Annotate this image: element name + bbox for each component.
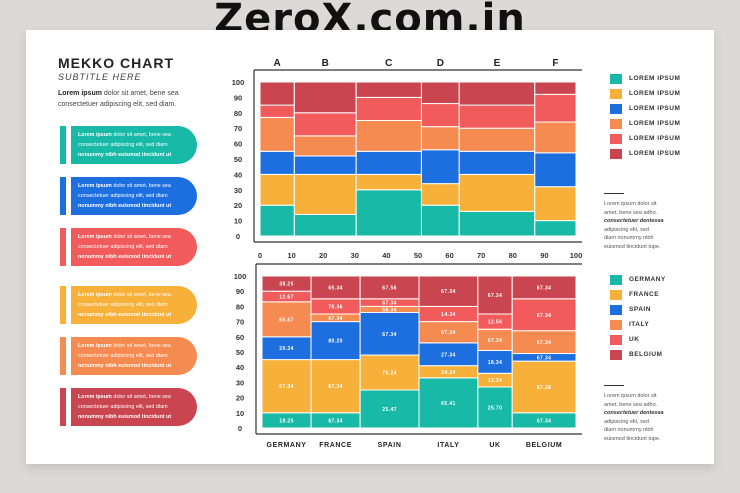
info-card-line: consectetuer adipiscing elit, sed diam (78, 404, 168, 410)
note-line: amet, bene sea adho. (604, 401, 658, 408)
legend-swatch (610, 305, 622, 315)
legend-label: LOREM IPSUM (629, 75, 681, 82)
legend-label: LOREM IPSUM (629, 135, 681, 142)
legend-swatch (610, 149, 622, 159)
legend-swatch (610, 89, 622, 99)
note-line: euismod tincidunt tupe. (604, 435, 661, 442)
info-card-accent (60, 388, 66, 426)
note-line: diam nonummy nibh (604, 427, 654, 433)
legend-label: BELGIUM (629, 351, 663, 358)
info-card-line: nonummy nibh euismod tincidunt ut (78, 152, 172, 158)
legend-swatch (610, 275, 622, 285)
legend-label: LOREM IPSUM (629, 105, 681, 112)
info-card-bold: Lorem ipsum (78, 343, 112, 349)
info-card-bold: Lorem ipsum (78, 132, 112, 138)
info-card-text: Lorem ipsum dolor sit amet, bene sea cons… (78, 130, 188, 160)
note-line: amet, bene sea adho. (604, 209, 658, 216)
info-card-line: consectetuer adipiscing elit, sed diam (78, 193, 168, 199)
legend-label: LOREM IPSUM (629, 120, 681, 127)
chart-title: MEKKO CHART (58, 55, 174, 71)
info-card-text: Lorem ipsum dolor sit amet, bene sea cons… (78, 232, 188, 262)
info-card-line: dolor sit amet, bene sea (113, 132, 171, 138)
info-card-body (71, 177, 197, 215)
note-line-bold: consectetuer dentesea (604, 410, 664, 416)
info-card-line: nonummy nibh euismod tincidunt ut (78, 414, 172, 420)
info-card-bold: Lorem ipsum (78, 183, 112, 189)
intro-text: Lorem ipsum dolor sit amet, bene sea con… (58, 88, 208, 110)
legend-label: LOREM IPSUM (629, 90, 681, 97)
info-card-accent (60, 126, 66, 164)
note-line: adipiscing elit, sed (604, 418, 649, 425)
note-line: adipiscing elit, sed (604, 226, 649, 233)
info-card-line: nonummy nibh euismod tincidunt ut (78, 312, 172, 318)
info-card-line: nonummy nibh euismod tincidunt ut (78, 363, 172, 369)
legend-swatch (610, 74, 622, 84)
legend-swatch (610, 290, 622, 300)
info-card-line: dolor sit amet, bene sea (113, 183, 171, 189)
info-card-bold: Lorem ipsum (78, 234, 112, 240)
info-card-accent (60, 228, 66, 266)
note-line: diam nonummy nibh (604, 235, 654, 241)
legend-label: FRANCE (629, 291, 660, 298)
legend-label: SPAIN (629, 306, 651, 313)
info-card-accent (60, 286, 66, 324)
note-line: euismod tincidunt tupe. (604, 243, 661, 250)
info-card-text: Lorem ipsum dolor sit amet, bene sea cons… (78, 392, 188, 422)
info-card-line: consectetuer adipiscing elit, sed diam (78, 142, 168, 148)
note-line: Lorem ipsum dolor sit (604, 201, 657, 207)
legend-swatch (610, 350, 622, 360)
info-card-line: nonummy nibh euismod tincidunt ut (78, 203, 172, 209)
info-card-line: dolor sit amet, bene sea (113, 292, 171, 298)
legend-label: ITALY (629, 321, 650, 328)
info-card-line: dolor sit amet, bene sea (113, 234, 171, 240)
info-card-line: dolor sit amet, bene sea (113, 394, 171, 400)
info-card-line: consectetuer adipiscing elit, sed diam (78, 302, 168, 308)
note-line: Lorem ipsum dolor sit (604, 393, 657, 399)
info-card-line: consectetuer adipiscing elit, sed diam (78, 244, 168, 250)
note-line-bold: consectetuer dentesea (604, 218, 664, 224)
legend-swatch (610, 104, 622, 114)
info-card-accent (60, 337, 66, 375)
intro-bold: Lorem ipsum (58, 90, 102, 97)
info-card-text: Lorem ipsum dolor sit amet, bene sea cons… (78, 290, 188, 320)
legend-label: LOREM IPSUM (629, 150, 681, 157)
info-card-accent (60, 177, 66, 215)
note-dash (604, 193, 624, 194)
note-bottom: Lorem ipsum dolor sit amet, bene sea adh… (604, 385, 674, 443)
info-card-body (71, 228, 197, 266)
legend-swatch (610, 134, 622, 144)
info-card-bold: Lorem ipsum (78, 292, 112, 298)
legend-label: UK (629, 336, 640, 343)
legend-swatch (610, 119, 622, 129)
info-card-body (71, 286, 197, 324)
note-top: Lorem ipsum dolor sit amet, bene sea adh… (604, 193, 674, 251)
info-card-bold: Lorem ipsum (78, 394, 112, 400)
note-dash (604, 385, 624, 386)
info-card-line: nonummy nibh euismod tincidunt ut (78, 254, 172, 260)
info-card-line: consectetuer adipiscing elit, sed diam (78, 353, 168, 359)
info-card-text: Lorem ipsum dolor sit amet, bene sea cons… (78, 181, 188, 211)
intro-body: dolor sit amet, bene sea consectetuer ad… (58, 90, 179, 108)
info-card-body (71, 337, 197, 375)
chart-subtitle: SUBTITLE HERE (58, 72, 142, 82)
legend-swatch (610, 320, 622, 330)
info-card-body (71, 126, 197, 164)
info-card-body (71, 388, 197, 426)
info-card-line: dolor sit amet, bene sea (113, 343, 171, 349)
legend-swatch (610, 335, 622, 345)
legend-label: GERMANY (629, 276, 666, 283)
info-card-text: Lorem ipsum dolor sit amet, bene sea cons… (78, 341, 188, 371)
